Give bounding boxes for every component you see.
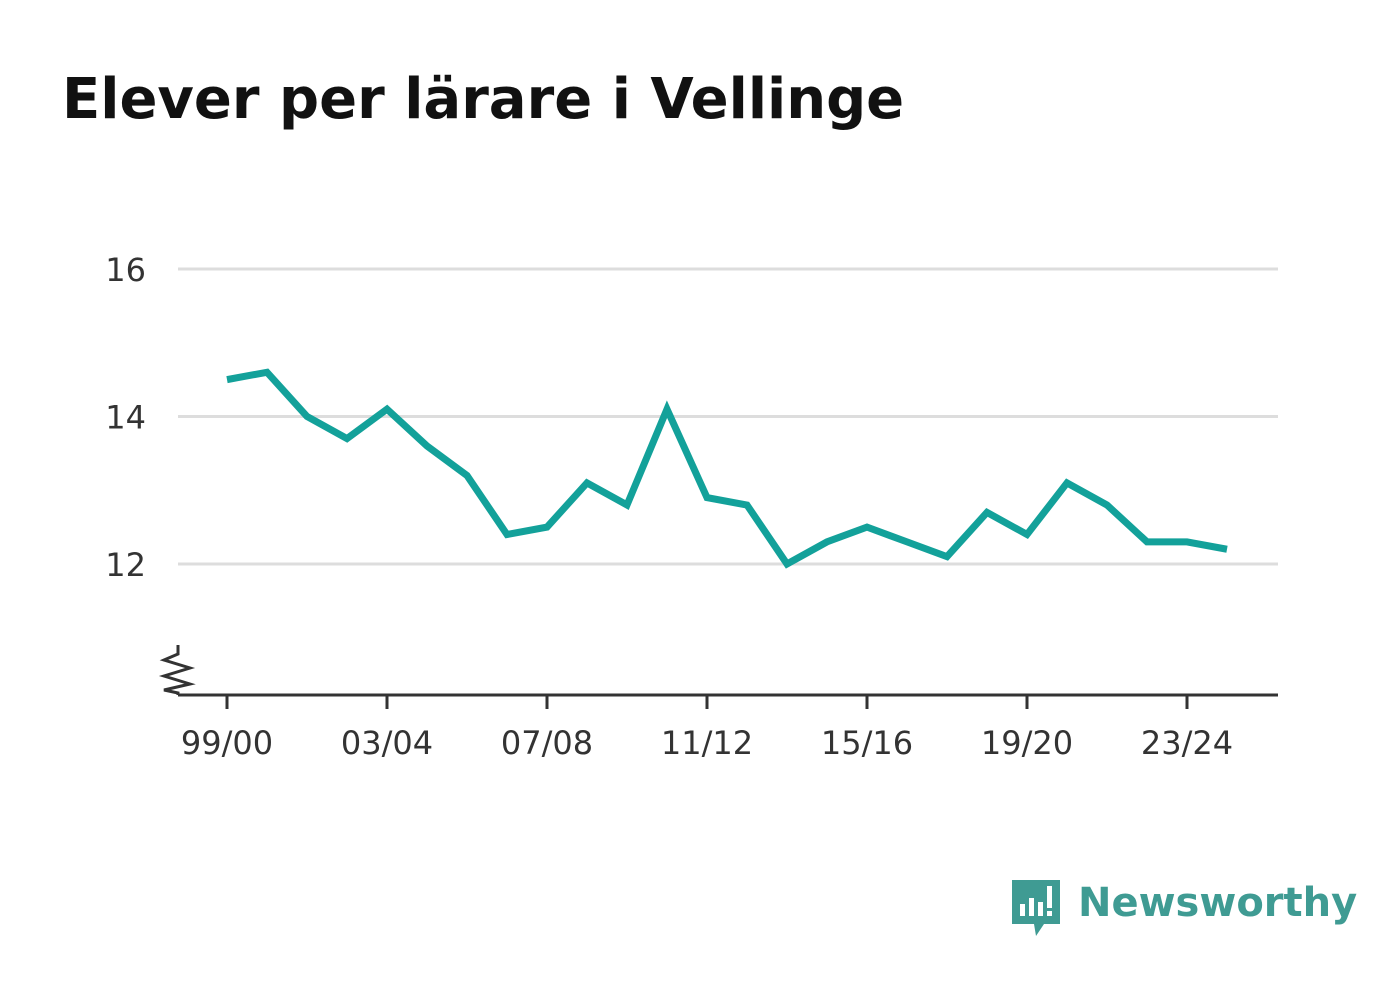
x-tick-label: 99/00 [181,724,273,762]
x-tick-label: 19/20 [981,724,1073,762]
x-tick-label: 23/24 [1141,724,1233,762]
y-axis-tick-labels: 12 14 16 [105,251,146,584]
chart-title: Elever per lärare i Vellinge [62,67,905,132]
x-tick-label: 11/12 [661,724,753,762]
y-tick-label: 14 [105,399,146,437]
x-axis-tick-labels: 99/00 03/04 07/08 11/12 15/16 19/20 23/24 [181,724,1233,762]
x-tick-label: 15/16 [821,724,913,762]
y-tick-label: 12 [105,546,146,584]
x-tick-label: 07/08 [501,724,593,762]
series-line-0 [226,368,1228,569]
y-tick-label: 16 [105,251,146,289]
x-axis [158,645,1278,709]
brand-name: Newsworthy [1078,880,1358,926]
newsworthy-logo-icon [1012,880,1060,936]
gridlines [178,267,1278,566]
newsworthy-logo: Newsworthy [1010,878,1357,942]
y-axis-break-symbol [158,645,196,695]
x-tick-label: 03/04 [341,724,433,762]
series-lines [226,368,1228,569]
